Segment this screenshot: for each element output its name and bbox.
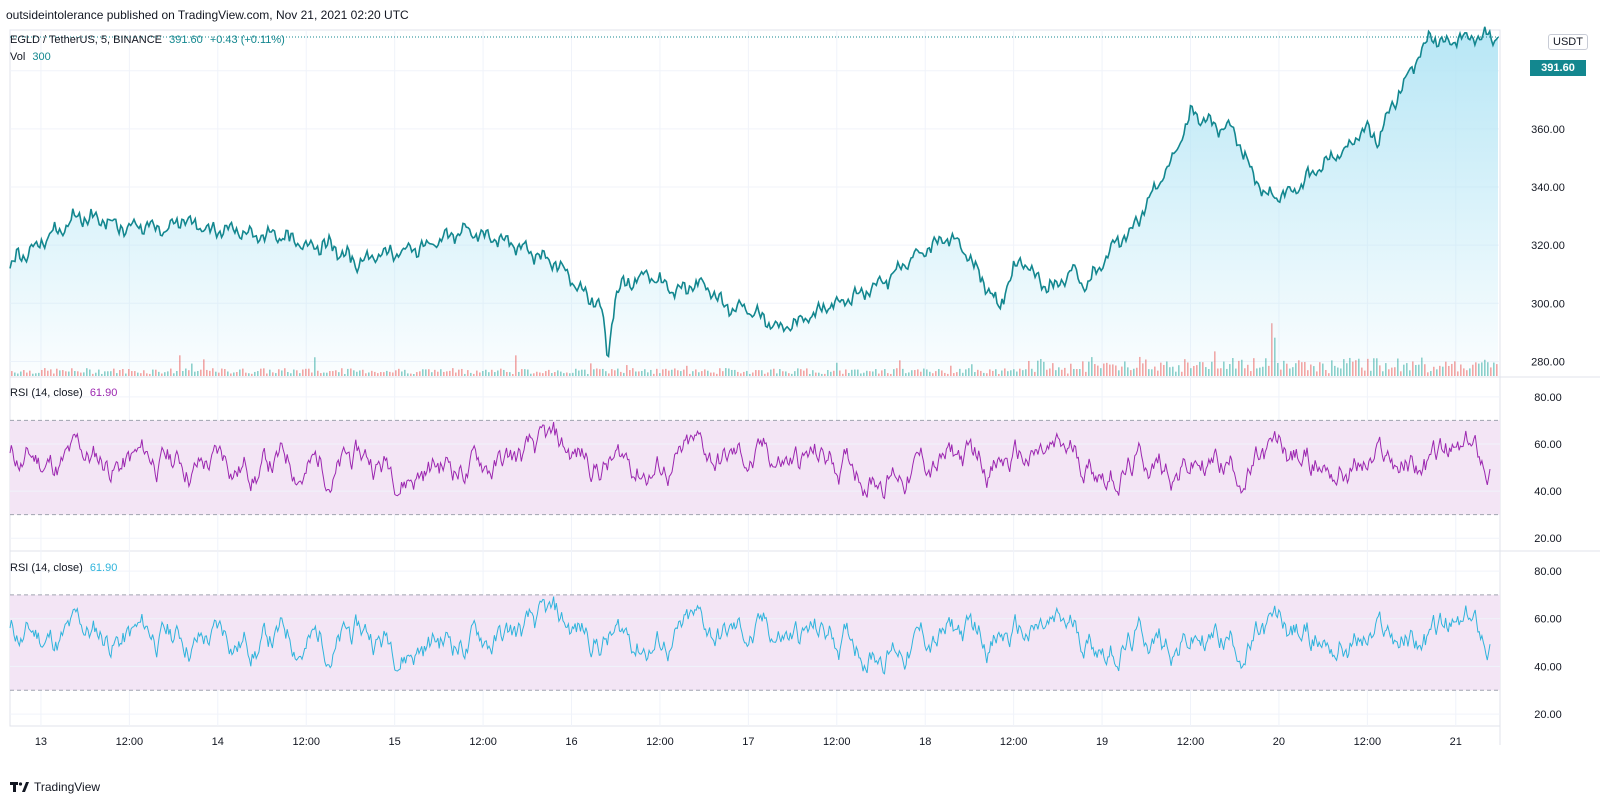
price-tick-label: 360.00	[1531, 124, 1565, 136]
tradingview-footer[interactable]: TradingView	[10, 780, 100, 794]
rsi2-band	[10, 594, 1500, 691]
x-tick-label: 17	[742, 736, 754, 748]
price-pane-legend: EGLD / TetherUS, 5, BINANCE 391.60 +0.43…	[10, 34, 285, 46]
price-tick-label: 320.00	[1531, 240, 1565, 252]
publish-caption: outsideintolerance published on TradingV…	[6, 8, 409, 22]
rsi1-tick-label: 60.00	[1534, 439, 1562, 451]
price-tick-label: 340.00	[1531, 182, 1565, 194]
rsi1-tick-label: 80.00	[1534, 392, 1562, 404]
last-price-label: 391.60	[169, 34, 203, 46]
x-tick-label: 14	[212, 736, 224, 748]
x-tick-label: 19	[1096, 736, 1108, 748]
symbol-label: EGLD / TetherUS, 5, BINANCE	[10, 34, 163, 46]
price-series-line	[9, 26, 1499, 359]
tradingview-logo-icon	[10, 782, 29, 792]
x-tick-label: 12:00	[1000, 736, 1028, 748]
x-tick-label: 15	[389, 736, 401, 748]
price-change-label: +0.43 (+0.11%)	[209, 34, 285, 46]
volume-value: 300	[32, 51, 51, 63]
last-price-tag: 391.60	[1530, 60, 1586, 76]
rsi1-value: 61.90	[89, 387, 118, 399]
x-tick-label: 12:00	[292, 736, 320, 748]
price-tick-label: 300.00	[1531, 298, 1565, 310]
volume-label: Vol	[10, 51, 26, 63]
x-tick-label: 12:00	[1177, 736, 1205, 748]
rsi2-value: 61.90	[89, 562, 118, 574]
x-tick-label: 12:00	[116, 736, 144, 748]
x-tick-label: 13	[35, 736, 47, 748]
rsi2-legend: RSI (14, close) 61.90	[10, 562, 117, 574]
rsi2-tick-label: 20.00	[1534, 709, 1562, 721]
tradingview-brand: TradingView	[34, 780, 101, 794]
x-tick-label: 12:00	[469, 736, 497, 748]
rsi2-tick-label: 80.00	[1534, 566, 1562, 578]
currency-button[interactable]: USDT	[1548, 34, 1588, 50]
x-tick-label: 12:00	[1354, 736, 1382, 748]
rsi2-tick-label: 40.00	[1534, 661, 1562, 673]
rsi1-tick-label: 40.00	[1534, 486, 1562, 498]
price-tick-label: 280.00	[1531, 356, 1565, 368]
rsi1-band	[10, 420, 1500, 515]
rsi1-series-line	[9, 422, 1491, 500]
x-tick-label: 21	[1450, 736, 1462, 748]
rsi2-tick-label: 60.00	[1534, 614, 1562, 626]
rsi1-label: RSI (14, close)	[10, 387, 83, 399]
x-tick-label: 12:00	[646, 736, 674, 748]
x-tick-label: 16	[565, 736, 577, 748]
x-tick-label: 20	[1273, 736, 1285, 748]
volume-legend: Vol 300	[10, 51, 51, 63]
rsi1-legend: RSI (14, close) 61.90	[10, 387, 117, 399]
price-area-fill	[10, 26, 1498, 377]
rsi1-tick-label: 20.00	[1534, 533, 1562, 545]
x-tick-label: 12:00	[823, 736, 851, 748]
rsi2-label: RSI (14, close)	[10, 562, 83, 574]
x-tick-label: 18	[919, 736, 931, 748]
rsi2-series-line	[9, 596, 1491, 675]
